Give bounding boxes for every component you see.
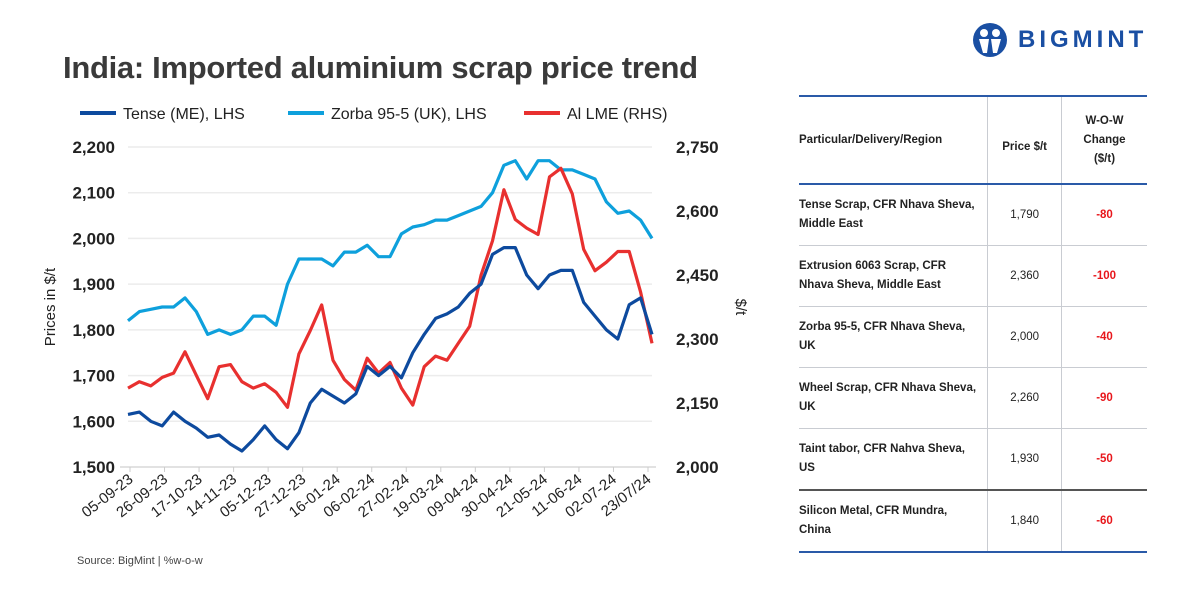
cell-change: -80 <box>1061 184 1147 246</box>
cell-price: 2,260 <box>987 367 1062 429</box>
table-row: Silicon Metal, CFR Mundra, China 1,840 -60 <box>799 489 1147 553</box>
y2-tick-label: 2,750 <box>676 138 719 157</box>
y-axis-title: Prices in $/t <box>42 267 59 346</box>
cell-particular: Wheel Scrap, CFR Nhava Sheva, UK <box>799 367 988 429</box>
series-line-2 <box>127 166 654 409</box>
cell-price: 2,360 <box>987 245 1062 307</box>
cell-change: -40 <box>1061 306 1147 368</box>
cell-change: -100 <box>1061 245 1147 307</box>
table-row: Wheel Scrap, CFR Nhava Sheva, UK 2,260 -90 <box>799 367 1147 429</box>
table-row: Taint tabor, CFR Nahva Sheva, US 1,930 -50 <box>799 428 1147 491</box>
cell-particular: Silicon Metal, CFR Mundra, China <box>799 489 988 553</box>
y-tick-label: 1,700 <box>72 367 115 386</box>
source-note: Source: BigMint | %w-o-w <box>77 555 203 567</box>
series-line-1 <box>127 159 654 336</box>
bigmint-logo-icon <box>973 23 1007 57</box>
price-trend-chart: 1,500 1,600 1,700 1,800 1,900 2,000 2,100 2,200… <box>42 106 749 521</box>
y-tick-label: 1,800 <box>72 321 115 340</box>
y2-tick-label: 2,000 <box>676 458 719 477</box>
y-tick-label: 1,500 <box>72 458 115 477</box>
cell-price: 1,790 <box>987 184 1062 246</box>
cell-price: 1,930 <box>987 428 1062 491</box>
table-row: Extrusion 6063 Scrap, CFR Nhava Sheva, M… <box>799 245 1147 307</box>
table-header: Particular/Delivery/Region <box>799 95 988 185</box>
table-row: Tense Scrap, CFR Nhava Sheva, Middle Eas… <box>799 184 1147 246</box>
cell-price: 2,000 <box>987 306 1062 368</box>
cell-change: -50 <box>1061 428 1147 491</box>
price-table: Particular/Delivery/Region Price $/t W-O-W… <box>799 95 1147 553</box>
cell-particular: Zorba 95-5, CFR Nhava Sheva, UK <box>799 306 988 368</box>
logo-text: BIGMINT <box>1018 26 1148 53</box>
table-row: Zorba 95-5, CFR Nhava Sheva, UK 2,000 -40 <box>799 306 1147 368</box>
y-tick-label: 2,000 <box>72 229 115 248</box>
y-tick-label: 1,900 <box>72 275 115 294</box>
page-title: India: Imported aluminium scrap price tr… <box>63 50 698 85</box>
series-line-0 <box>127 246 654 453</box>
y2-axis-title: $/t <box>732 299 749 317</box>
y2-tick-label: 2,300 <box>676 330 719 349</box>
cell-particular: Taint tabor, CFR Nahva Sheva, US <box>799 428 988 491</box>
y2-tick-label: 2,450 <box>676 266 719 285</box>
bigmint-logo: BIGMINT <box>972 22 1147 58</box>
table-header: Price $/t <box>987 95 1062 185</box>
legend-label: Zorba 95-5 (UK), LHS <box>331 106 487 123</box>
y-tick-label: 2,100 <box>72 184 115 203</box>
legend-label: Al LME (RHS) <box>567 106 667 123</box>
legend-label: Tense (ME), LHS <box>123 106 245 123</box>
cell-particular: Tense Scrap, CFR Nhava Sheva, Middle Eas… <box>799 184 988 246</box>
table-header: W-O-W Change ($/t) <box>1061 95 1147 185</box>
cell-particular: Extrusion 6063 Scrap, CFR Nhava Sheva, M… <box>799 245 988 307</box>
y-tick-label: 2,200 <box>72 138 115 157</box>
y2-tick-label: 2,150 <box>676 394 719 413</box>
y-tick-label: 1,600 <box>72 412 115 431</box>
cell-change: -60 <box>1061 489 1147 553</box>
cell-price: 1,840 <box>987 489 1062 553</box>
y2-tick-label: 2,600 <box>676 202 719 221</box>
cell-change: -90 <box>1061 367 1147 429</box>
